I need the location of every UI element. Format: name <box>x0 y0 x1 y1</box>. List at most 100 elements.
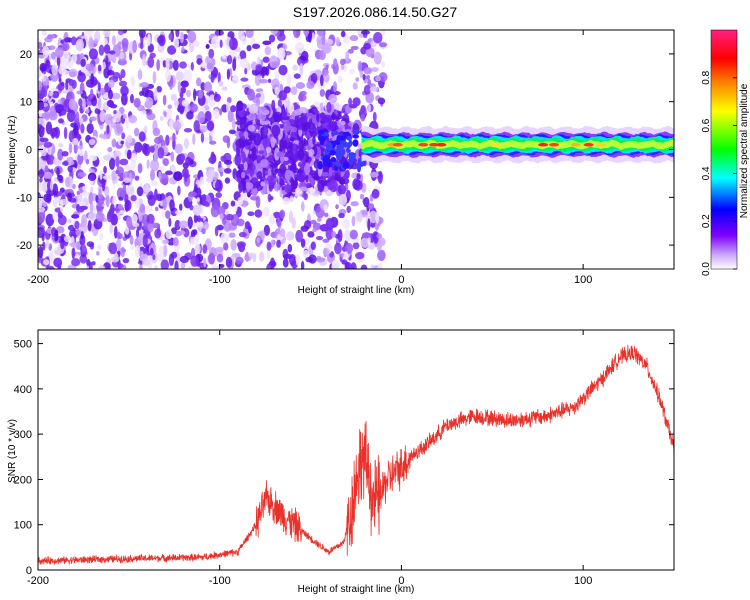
spectrogram-blob <box>165 170 173 176</box>
spectrogram-blob <box>332 81 338 93</box>
spectrogram-blob <box>120 93 128 106</box>
spectrogram-blob <box>378 72 388 82</box>
spectrogram-blob <box>114 225 118 239</box>
snr-x-label: Height of straight line (km) <box>298 584 415 595</box>
colorbar-tick-label: 0.6 <box>701 118 712 132</box>
spectrogram-blob <box>56 226 65 234</box>
spectrogram-blob <box>202 244 208 254</box>
spectrogram-blob <box>183 138 190 149</box>
spectrogram-blob <box>174 143 183 154</box>
spectrogram-blob <box>284 169 291 181</box>
spectrogram-blob <box>246 44 252 52</box>
spectrogram-blob <box>70 36 77 46</box>
spectrogram-blob <box>237 197 244 206</box>
spectrogram-blob <box>321 172 329 177</box>
spectrogram-blob <box>86 241 95 248</box>
colorbar-tick-label: 0.0 <box>701 262 712 276</box>
spectrogram-blob <box>109 50 116 55</box>
spectrogram-blob <box>85 108 90 114</box>
colorbar-tick-label: 0.4 <box>701 166 712 180</box>
spectrogram-blob <box>203 81 213 92</box>
spectrogram-blob <box>262 137 271 150</box>
spectrogram-blob <box>150 159 160 172</box>
spectrogram-blob <box>305 174 309 183</box>
spectrogram-blob <box>115 155 120 168</box>
spectrogram-blob <box>306 112 314 119</box>
spectrogram-blob <box>352 97 361 107</box>
spectrogram-blob <box>78 98 83 107</box>
spectrogram-blob <box>263 224 271 236</box>
spectrogram-blob <box>165 229 173 240</box>
spectrogram-blob <box>38 80 43 91</box>
spectrogram-blob <box>120 246 126 258</box>
x-tick-label: -200 <box>27 575 49 587</box>
spectrogram-blob <box>236 241 246 249</box>
signal-hotspot <box>583 142 594 147</box>
spectrogram-blob <box>113 252 119 261</box>
spectrogram-blob <box>363 42 371 50</box>
spectrogram-blob <box>158 34 166 47</box>
spectrogram-blob <box>175 71 184 82</box>
spectrogram-blob <box>58 143 63 148</box>
spectrogram-blob <box>71 53 78 63</box>
spectrogram-blob <box>85 158 90 165</box>
spectrogram-blob <box>230 200 236 207</box>
spectrogram-blob <box>192 204 202 216</box>
spectrogram-blob <box>235 144 240 157</box>
spectrogram-blob <box>152 127 161 137</box>
spectrogram-blob <box>139 250 144 261</box>
spectrogram-blob <box>109 157 116 170</box>
spectrogram-blob <box>274 86 280 96</box>
spectrogram-blob <box>317 129 325 135</box>
spectrogram-blob <box>299 90 307 96</box>
spectrogram-blob <box>179 203 183 211</box>
spectrogram-blob <box>360 30 371 35</box>
spectrogram-blob <box>227 110 234 123</box>
x-tick-label: 100 <box>574 575 592 587</box>
spectrogram-blob <box>86 258 91 267</box>
spectrogram-blob <box>160 259 170 269</box>
spectrogram-blob <box>321 33 326 46</box>
spectrogram-blob <box>162 60 167 68</box>
spectrogram-blob <box>219 213 224 220</box>
spectrogram-blob <box>221 86 228 91</box>
signal-hotspot <box>429 142 440 147</box>
spectrogram-blob <box>294 176 298 188</box>
spectrogram-blob <box>319 89 325 97</box>
spectrogram-blob <box>300 238 306 248</box>
spectrogram-blob <box>110 203 115 214</box>
spectrogram-blob <box>228 129 236 135</box>
spectrogram-blob <box>367 78 372 86</box>
spectrogram-blob <box>192 40 200 48</box>
spectrogram-blob <box>282 197 291 205</box>
spectrogram-blob <box>347 48 354 54</box>
spectrogram-blob <box>308 254 317 264</box>
spectrogram-blob <box>242 178 247 191</box>
spectrogram-blob <box>165 210 171 219</box>
spectrogram-blob <box>126 216 133 227</box>
spectrogram-blob <box>104 113 114 125</box>
spectrogram-blob <box>98 265 106 269</box>
spectrogram-blob <box>260 158 269 168</box>
spectrogram-blob <box>177 185 181 196</box>
spectrogram-blob <box>180 262 186 269</box>
spectrogram-blob <box>217 71 221 84</box>
spectrogram-blob <box>247 124 256 132</box>
spectrogram-blob <box>139 263 143 269</box>
spectrogram-blob <box>350 201 359 207</box>
spectrogram-blob <box>312 135 316 146</box>
spectrogram-blob <box>232 76 239 81</box>
spectrogram-blob <box>322 248 330 256</box>
spectrogram-blob <box>96 244 102 250</box>
spectrogram-blob <box>141 142 149 155</box>
spectrogram-blob <box>328 166 333 177</box>
spectrogram-blob <box>102 134 107 140</box>
spectrogram-blob <box>356 30 363 35</box>
spectrogram-blob <box>316 255 322 261</box>
spectrogram-blob <box>103 44 111 54</box>
spectrogram-blob <box>316 113 320 123</box>
spectrogram-blob <box>257 106 267 112</box>
spectrogram-blob <box>48 91 54 97</box>
spectrogram-blob <box>290 86 298 96</box>
spectrogram-blob <box>243 161 248 171</box>
